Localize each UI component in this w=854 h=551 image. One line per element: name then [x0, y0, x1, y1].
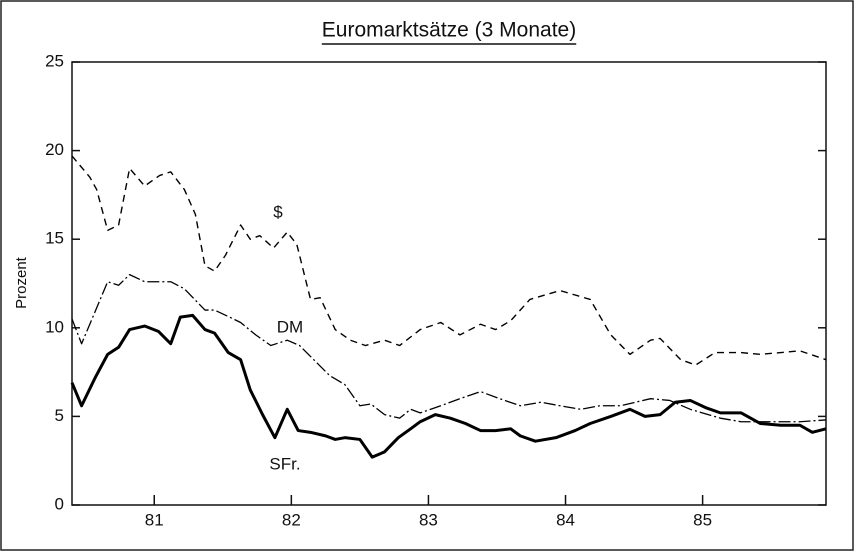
series-label: $: [273, 202, 283, 221]
series-label: DM: [277, 317, 303, 336]
y-axis-label: Prozent: [13, 256, 30, 309]
series-line: [70, 313, 827, 459]
x-tick-label: 85: [693, 510, 712, 529]
series-line: [71, 155, 827, 366]
y-tick-label: 5: [55, 406, 64, 425]
x-tick-label: 81: [145, 510, 164, 529]
y-tick-label: 20: [45, 140, 64, 159]
y-tick-label: 25: [45, 51, 64, 70]
plot-frame: [71, 61, 827, 506]
series-line: [71, 273, 827, 423]
x-tick-label: 82: [282, 510, 301, 529]
x-tick-label: 83: [419, 510, 438, 529]
chart-title: Euromarktsätze (3 Monate): [322, 19, 576, 42]
series-label: SFr.: [269, 454, 300, 473]
y-tick-label: 15: [45, 229, 64, 248]
y-tick-label: 0: [55, 494, 64, 513]
y-tick-label: 10: [45, 317, 64, 336]
x-tick-label: 84: [556, 510, 575, 529]
